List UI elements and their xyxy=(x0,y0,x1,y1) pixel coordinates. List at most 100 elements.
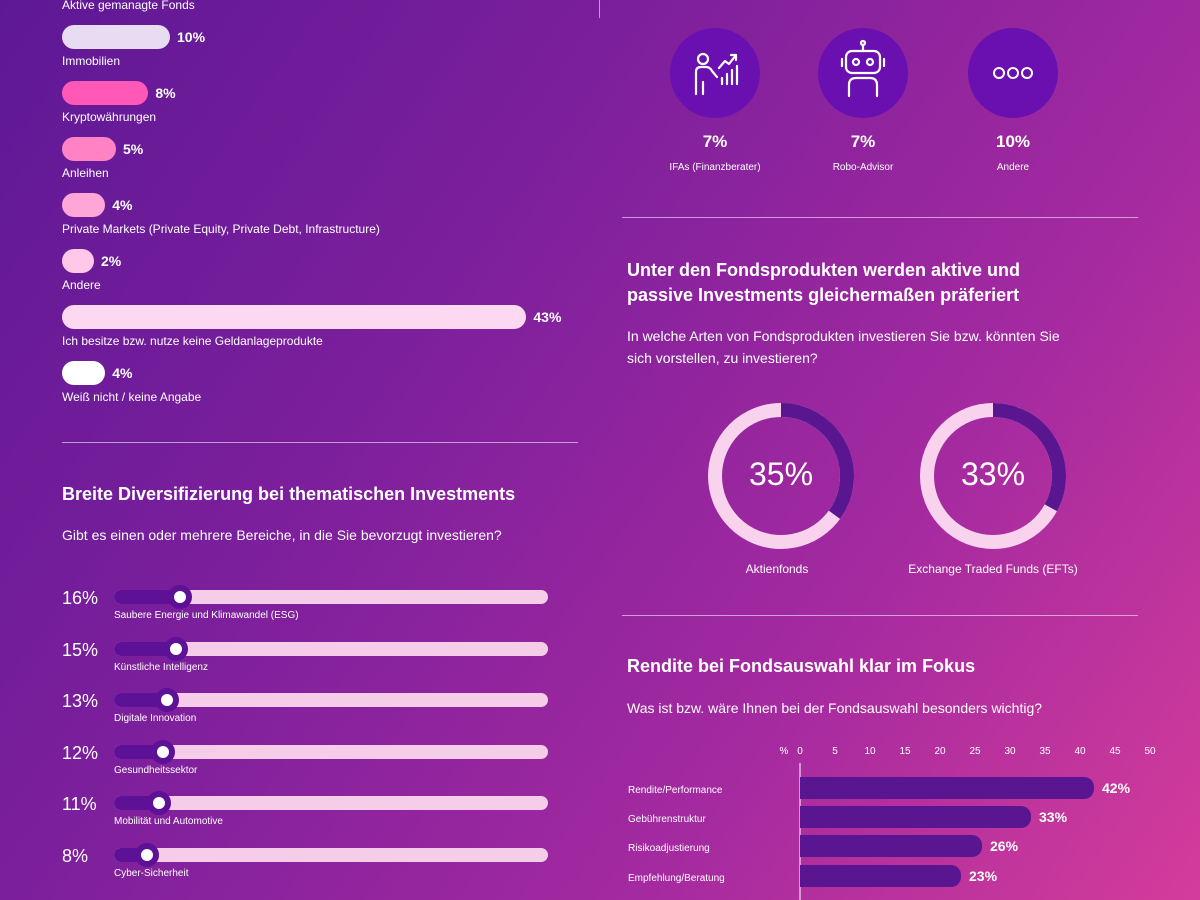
more-dots-icon xyxy=(993,67,1033,79)
advisor-value: 7% xyxy=(702,132,728,151)
slider-value: 11% xyxy=(62,794,97,814)
return-bar-base xyxy=(800,806,812,828)
bar xyxy=(62,81,149,105)
left-divider xyxy=(62,442,578,443)
return-bar-value: 23% xyxy=(969,868,998,884)
slider-value: 13% xyxy=(62,691,99,711)
return-bar xyxy=(800,835,982,857)
fund-products-question: In welche Arten von Fondsprodukten inves… xyxy=(627,325,1060,369)
bar-label: Ich besitze bzw. nutze keine Geldanlagep… xyxy=(62,334,323,348)
bar-label: Andere xyxy=(62,278,101,292)
bar xyxy=(62,25,170,49)
slider-value: 16% xyxy=(62,588,99,608)
x-tick-label: 0 xyxy=(797,746,803,757)
bar xyxy=(62,305,527,329)
x-tick-label: 35 xyxy=(1039,746,1051,757)
x-tick-label: 45 xyxy=(1109,746,1121,757)
bar xyxy=(62,249,94,273)
returns-title: Rendite bei Fondsauswahl klar im Fokus xyxy=(627,656,976,676)
advisor-label: Robo-Advisor xyxy=(832,162,894,173)
advisor-label: IFAs (Finanzberater) xyxy=(669,162,761,173)
slider-label: Cyber-Sicherheit xyxy=(114,868,189,879)
right-divider-1 xyxy=(622,217,1138,218)
slider-value: 8% xyxy=(62,846,89,866)
slider-knob xyxy=(134,843,159,867)
slider-fill xyxy=(114,590,180,604)
bar-value: 8% xyxy=(155,85,176,101)
x-tick-label: 30 xyxy=(1004,746,1016,757)
advisor-label: Andere xyxy=(996,162,1030,173)
fund-products-title: Unter den Fondsprodukten werden aktive u… xyxy=(627,258,1020,308)
axis-unit-label: % xyxy=(780,746,789,757)
x-tick-label: 5 xyxy=(832,746,838,757)
x-tick-label: 15 xyxy=(899,746,911,757)
slider-label: Digitale Innovation xyxy=(114,713,197,724)
slider-track xyxy=(114,693,548,707)
slider-fill xyxy=(114,745,164,759)
bar-label: Kryptowährungen xyxy=(62,110,157,124)
slider-label: Mobilität und Automotive xyxy=(114,816,223,827)
slider-knob xyxy=(147,791,172,815)
advisor-circle-ifa xyxy=(670,28,760,118)
donut-charts xyxy=(708,403,1066,549)
robot-icon xyxy=(840,39,886,98)
donut-segment xyxy=(780,403,854,519)
slider-track xyxy=(114,848,548,862)
slider-track xyxy=(114,642,548,656)
bar xyxy=(62,137,116,161)
slider-track xyxy=(114,796,548,810)
return-bar xyxy=(800,777,1094,799)
slider-value: 12% xyxy=(62,743,99,763)
bar-label: Immobilien xyxy=(62,54,121,68)
slider-knob xyxy=(155,688,180,712)
return-bar-value: 26% xyxy=(990,838,1019,854)
bar-value: 4% xyxy=(112,197,133,213)
bar-value: 2% xyxy=(101,253,122,269)
return-bar-label: Rendite/Performance xyxy=(628,785,723,796)
fund-products-question-line1: In welche Arten von Fondsprodukten inves… xyxy=(627,328,1060,344)
left-header-label: Aktive gemanagte Fonds xyxy=(62,0,195,12)
slider-label: Gesundheitssektor xyxy=(114,765,198,776)
return-bar-value: 33% xyxy=(1039,809,1068,825)
donut-aktienfonds xyxy=(708,403,854,549)
center-divider xyxy=(599,0,600,18)
slider-knob xyxy=(167,585,192,609)
slider-fill xyxy=(114,642,176,656)
bar-value: 5% xyxy=(123,141,144,157)
bar-label: Anleihen xyxy=(62,166,109,180)
return-bar xyxy=(800,865,961,887)
advisor-chart-icon xyxy=(694,52,739,96)
slider-knob xyxy=(163,637,188,661)
right-divider-2 xyxy=(622,615,1138,616)
returns-question: Was ist bzw. wäre Ihnen bei der Fondsaus… xyxy=(627,700,1043,716)
bar-value: 4% xyxy=(112,365,133,381)
bar xyxy=(62,361,106,385)
donut-label: Exchange Traded Funds (EFTs) xyxy=(908,562,1078,576)
donut-segment xyxy=(992,403,1066,512)
slider-track xyxy=(114,745,548,759)
fund-products-title-line1: Unter den Fondsprodukten werden aktive u… xyxy=(627,260,1021,280)
advisor-value: 10% xyxy=(995,132,1031,151)
return-bar-label: Risikoadjustierung xyxy=(628,843,710,854)
x-tick-label: 40 xyxy=(1074,746,1086,757)
return-bar-base xyxy=(800,777,812,799)
x-tick-label: 50 xyxy=(1144,746,1156,757)
return-bar-label: Gebührenstruktur xyxy=(628,814,706,825)
return-bar-base xyxy=(800,865,812,887)
donut-label: Aktienfonds xyxy=(745,562,809,576)
slider-fill xyxy=(114,693,168,707)
bar xyxy=(62,193,106,217)
x-tick-label: 10 xyxy=(864,746,876,757)
thematic-question: Gibt es einen oder mehrere Bereiche, in … xyxy=(62,527,502,543)
returns-bar-chart: % 0 5 10 15 20 25 30 35 40 45 50 Rendite/Performan… xyxy=(628,746,1156,900)
axis-ticks: 0 5 10 15 20 25 30 35 40 45 50 xyxy=(797,746,1156,757)
slider-track xyxy=(114,590,548,604)
donut-etfs xyxy=(920,403,1066,549)
x-tick-label: 20 xyxy=(934,746,946,757)
slider-value: 15% xyxy=(62,640,99,660)
fund-products-question-line2: sich vorstellen, zu investieren? xyxy=(627,350,818,366)
bar-label: Weiß nicht / keine Angabe xyxy=(62,390,202,404)
advisor-value: 7% xyxy=(850,132,876,151)
bar-value: 10% xyxy=(177,29,206,45)
return-bar-value: 42% xyxy=(1102,780,1131,796)
